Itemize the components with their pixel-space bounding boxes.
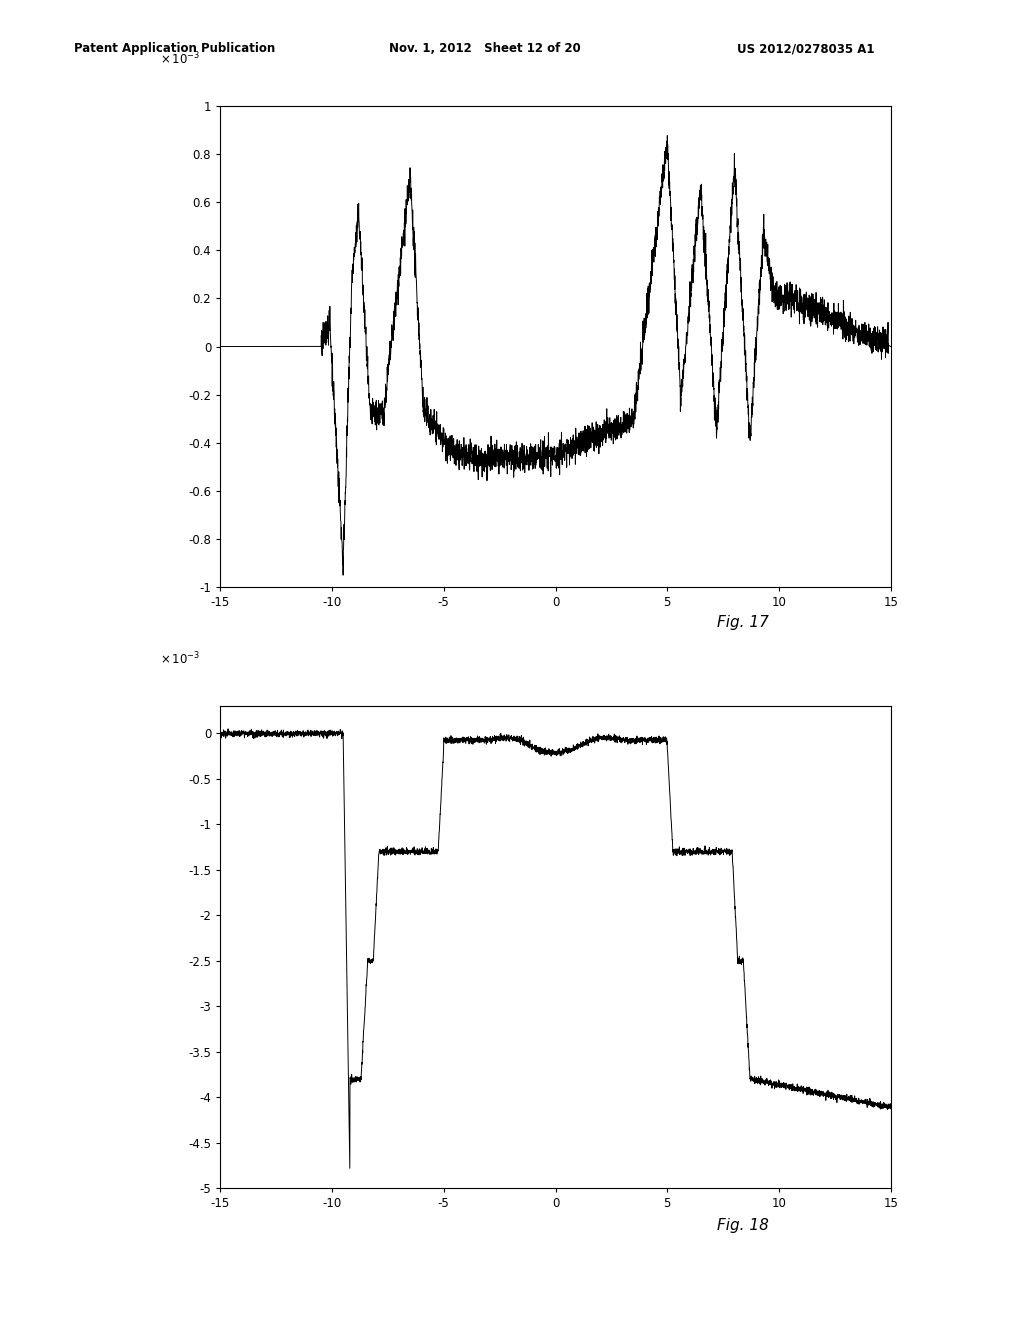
Text: $\times\,10^{-3}$: $\times\,10^{-3}$ (160, 50, 200, 67)
Text: $\times\,10^{-3}$: $\times\,10^{-3}$ (160, 651, 200, 668)
Text: Patent Application Publication: Patent Application Publication (74, 42, 275, 55)
Text: Fig. 18: Fig. 18 (717, 1218, 769, 1233)
Text: Nov. 1, 2012   Sheet 12 of 20: Nov. 1, 2012 Sheet 12 of 20 (389, 42, 581, 55)
Text: US 2012/0278035 A1: US 2012/0278035 A1 (737, 42, 874, 55)
Text: Fig. 17: Fig. 17 (717, 615, 769, 630)
